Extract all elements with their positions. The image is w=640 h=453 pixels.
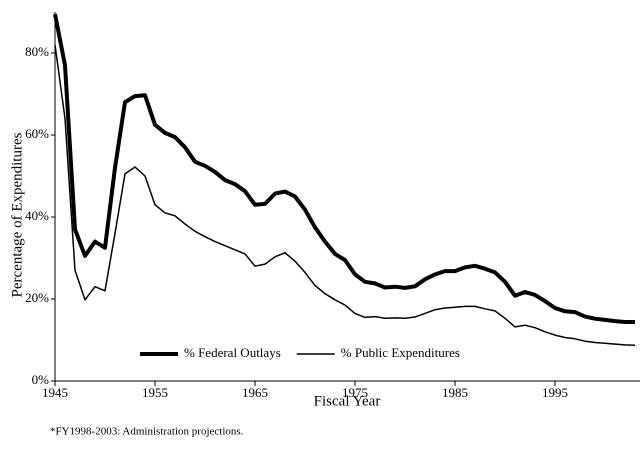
x-tick-label: 1995 <box>542 385 568 400</box>
legend-label: % Federal Outlays <box>184 345 281 360</box>
y-tick-label: 0% <box>32 372 50 387</box>
x-tick-label: 1955 <box>142 385 168 400</box>
x-tick-label: 1965 <box>242 385 268 400</box>
y-tick-label: 40% <box>25 208 49 223</box>
series-line <box>54 44 636 347</box>
y-axis-label: Percentage of Expenditures <box>9 132 25 297</box>
legend-label: % Public Expenditures <box>341 345 460 360</box>
y-tick-label: 60% <box>25 126 49 141</box>
x-tick-label: 1945 <box>42 385 68 400</box>
x-axis-label: Fiscal Year <box>314 393 381 409</box>
y-tick-label: 20% <box>25 290 49 305</box>
y-tick-label: 80% <box>25 44 49 59</box>
x-tick-label: 1985 <box>442 385 468 400</box>
footnote: *FY1998-2003: Administration projections… <box>50 426 244 438</box>
x-tick-label: 1975 <box>342 385 368 400</box>
series-line <box>53 13 635 324</box>
